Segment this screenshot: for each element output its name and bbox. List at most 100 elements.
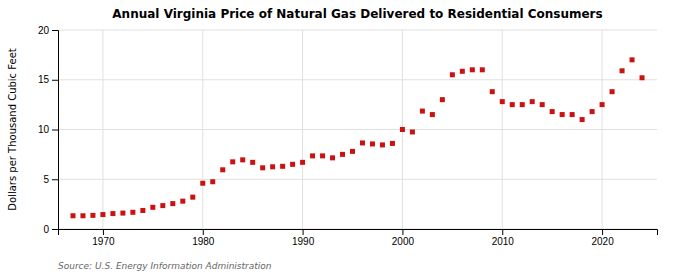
point xyxy=(80,213,85,218)
x-tick-mark xyxy=(203,229,204,235)
point xyxy=(350,149,355,154)
y-tick-label: 0 xyxy=(43,224,49,235)
point xyxy=(270,164,275,169)
point xyxy=(340,152,345,157)
point xyxy=(480,67,485,72)
grid xyxy=(58,30,657,229)
y-tick: 5 xyxy=(43,174,58,185)
y-tick-mark xyxy=(52,30,58,31)
point xyxy=(190,195,195,200)
x-tick-mark xyxy=(103,229,104,235)
y-axis-label: Dollars per Thousand Cubic Feet xyxy=(7,48,18,211)
point xyxy=(440,97,445,102)
plot: 1970 1980 1990 2000 2010 2020 0 5 10 15 20 xyxy=(38,25,658,247)
point xyxy=(430,112,435,117)
x-grid-line xyxy=(202,30,203,229)
y-axis-line xyxy=(52,31,59,230)
x-axis-line xyxy=(59,230,658,236)
point xyxy=(250,160,255,165)
y-grid-line xyxy=(58,30,657,31)
point xyxy=(490,89,495,94)
point xyxy=(470,67,475,72)
point xyxy=(90,213,95,218)
y-tick-label: 20 xyxy=(38,25,50,36)
y-tick: 10 xyxy=(38,124,58,135)
y-tick-label: 15 xyxy=(38,74,50,85)
point xyxy=(560,112,565,117)
x-axis: 1970 1980 1990 2000 2010 2020 xyxy=(59,229,658,247)
point xyxy=(420,109,425,114)
x-tick: 1970 xyxy=(92,229,115,247)
x-tick-mark xyxy=(602,229,603,235)
point xyxy=(150,205,155,210)
point xyxy=(290,162,295,167)
point xyxy=(70,213,75,218)
point xyxy=(630,57,635,62)
point xyxy=(520,102,525,107)
x-tick-label: 2020 xyxy=(591,236,614,247)
point xyxy=(590,109,595,114)
point xyxy=(230,159,235,164)
point xyxy=(240,157,245,162)
point xyxy=(580,117,585,122)
point xyxy=(640,75,645,80)
chart: 19701980199020002010202005101520Annual V… xyxy=(0,0,675,275)
x-tick-label: 1980 xyxy=(192,236,215,247)
y-tick-label: 5 xyxy=(43,174,49,185)
x-tick: 2000 xyxy=(392,229,415,247)
x-tick-mark xyxy=(303,229,304,235)
x-tick: 1980 xyxy=(192,229,215,247)
point xyxy=(360,140,365,145)
y-tick-mark xyxy=(52,80,58,81)
x-grid-line xyxy=(102,30,103,229)
x-tick-label: 1990 xyxy=(292,236,315,247)
x-tick-label: 2010 xyxy=(492,236,515,247)
x-grid-line xyxy=(302,30,303,229)
y-tick-label: 10 xyxy=(38,124,50,135)
y-grid-line xyxy=(58,79,657,80)
point xyxy=(540,102,545,107)
point xyxy=(390,141,395,146)
points xyxy=(70,57,644,218)
point xyxy=(170,201,175,206)
y-tick: 15 xyxy=(38,74,58,85)
point xyxy=(610,89,615,94)
point xyxy=(110,211,115,216)
point xyxy=(160,203,165,208)
y-tick: 0 xyxy=(43,224,58,235)
x-tick-label: 2000 xyxy=(392,236,415,247)
y-tick-mark xyxy=(52,130,58,131)
point xyxy=(140,208,145,213)
point xyxy=(410,129,415,134)
point xyxy=(570,112,575,117)
y-grid-line xyxy=(58,179,657,180)
x-grid-line xyxy=(502,30,503,229)
point xyxy=(450,72,455,77)
source: Source: U.S. Energy Information Administ… xyxy=(58,261,272,271)
x-tick: 2020 xyxy=(591,229,614,247)
point xyxy=(200,181,205,186)
point xyxy=(120,211,125,216)
point xyxy=(400,127,405,132)
point xyxy=(510,102,515,107)
point xyxy=(550,109,555,114)
point xyxy=(380,142,385,147)
x-grid-line xyxy=(602,30,603,229)
y-tick-mark xyxy=(52,179,58,180)
point xyxy=(370,141,375,146)
point xyxy=(100,212,105,217)
point xyxy=(260,165,265,170)
y-axis: 0 5 10 15 20 xyxy=(38,25,59,235)
point xyxy=(310,153,315,158)
point xyxy=(320,153,325,158)
point xyxy=(300,160,305,165)
point xyxy=(130,210,135,215)
point xyxy=(280,164,285,169)
point xyxy=(210,179,215,184)
y-grid-line xyxy=(58,129,657,130)
point xyxy=(330,155,335,160)
point xyxy=(600,102,605,107)
point xyxy=(530,99,535,104)
x-tick-label: 1970 xyxy=(92,236,115,247)
x-tick-mark xyxy=(502,229,503,235)
